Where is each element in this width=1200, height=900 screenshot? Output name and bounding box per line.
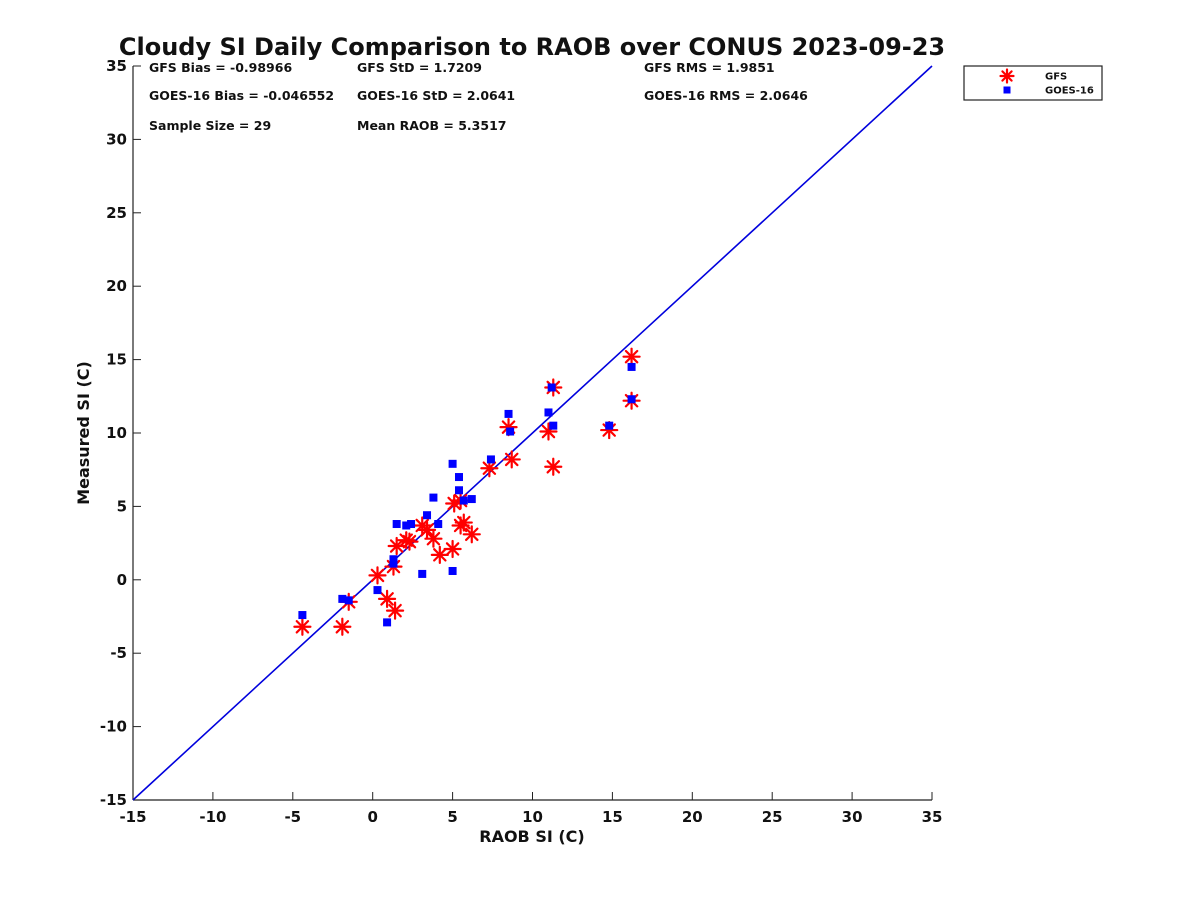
legend-box bbox=[963, 65, 1103, 101]
goes-16-point bbox=[402, 521, 411, 530]
gfs-point bbox=[544, 457, 563, 476]
y-tick-label: -15 bbox=[100, 791, 127, 809]
goes-16-point bbox=[627, 395, 636, 404]
x-tick-label: 30 bbox=[842, 808, 863, 826]
chart-title: Cloudy SI Daily Comparison to RAOB over … bbox=[119, 33, 945, 61]
gfs-point bbox=[385, 601, 405, 620]
data-points bbox=[293, 347, 641, 636]
goes-16-point bbox=[506, 427, 515, 436]
y-tick-label: 20 bbox=[106, 277, 127, 295]
y-tick-label: 5 bbox=[117, 497, 127, 515]
goes-16-point bbox=[448, 566, 457, 575]
goes-16-point bbox=[418, 569, 427, 578]
y-tick-label: 0 bbox=[117, 571, 127, 589]
gfs-point bbox=[424, 529, 443, 548]
goes-16-point bbox=[547, 383, 556, 392]
x-tick-label: -15 bbox=[119, 808, 146, 826]
goes-16-point bbox=[389, 555, 398, 564]
goes-16-point bbox=[486, 455, 495, 464]
goes-16-point bbox=[423, 511, 432, 520]
y-axis-label: Measured SI (C) bbox=[74, 361, 93, 505]
x-tick-label: -10 bbox=[199, 808, 226, 826]
stat-text: GFS StD = 1.7209 bbox=[357, 60, 482, 75]
goes-16-point bbox=[544, 408, 553, 417]
stat-text: GOES-16 StD = 2.0641 bbox=[357, 88, 515, 103]
goes-16-point bbox=[429, 493, 438, 502]
legend-goes-16-marker bbox=[1003, 86, 1011, 94]
x-tick-label: 0 bbox=[367, 808, 377, 826]
goes-16-point bbox=[467, 495, 476, 504]
goes-16-point bbox=[454, 486, 463, 495]
gfs-point bbox=[377, 589, 397, 608]
goes-16-point bbox=[373, 586, 382, 595]
x-tick-label: 15 bbox=[602, 808, 623, 826]
goes-16-point bbox=[454, 473, 463, 482]
gfs-point bbox=[293, 617, 312, 636]
stat-text: Sample Size = 29 bbox=[149, 118, 271, 133]
gfs-point bbox=[430, 545, 449, 564]
y-axis-ticks: -15 -10 -5 0 5 10 15 20 25 30 35 bbox=[100, 57, 141, 809]
x-tick-label: 25 bbox=[762, 808, 783, 826]
one-to-one-line bbox=[132, 65, 933, 801]
y-tick-label: 15 bbox=[106, 351, 127, 369]
goes-16-point bbox=[627, 362, 636, 371]
y-tick-label: -10 bbox=[100, 718, 127, 736]
stat-text: GOES-16 Bias = -0.046552 bbox=[149, 88, 334, 103]
y-tick-label: 30 bbox=[106, 130, 127, 148]
stat-text: GOES-16 RMS = 2.0646 bbox=[644, 88, 808, 103]
goes-16-point bbox=[448, 459, 457, 468]
y-tick-label: -5 bbox=[110, 644, 127, 662]
goes-16-point bbox=[298, 611, 307, 620]
gfs-point bbox=[502, 450, 521, 469]
reference-line-group bbox=[132, 65, 933, 801]
goes-16-point bbox=[549, 421, 558, 430]
legend-gfs-label: GFS bbox=[1045, 72, 1067, 83]
goes-16-point bbox=[434, 520, 443, 529]
x-tick-label: 5 bbox=[447, 808, 457, 826]
goes-16-point bbox=[383, 618, 392, 627]
y-tick-label: 10 bbox=[106, 424, 127, 442]
goes-16-point bbox=[407, 520, 416, 529]
x-axis-label: RAOB SI (C) bbox=[479, 827, 584, 846]
x-tick-label: 20 bbox=[682, 808, 703, 826]
goes-16-point bbox=[392, 520, 401, 529]
legend: GFS GOES-16 bbox=[963, 65, 1103, 101]
gfs-point bbox=[417, 520, 437, 539]
legend-gfs-marker bbox=[999, 68, 1015, 84]
goes-16-point bbox=[504, 409, 513, 418]
goes-16-point bbox=[459, 496, 468, 505]
goes-16-point bbox=[344, 596, 353, 605]
goes-16-point bbox=[338, 594, 347, 603]
legend-goes-16-label: GOES-16 bbox=[1045, 86, 1094, 97]
goes-16-point bbox=[605, 421, 614, 430]
stat-text: GFS Bias = -0.98966 bbox=[149, 60, 292, 75]
stat-text: GFS RMS = 1.9851 bbox=[644, 60, 775, 75]
x-axis-ticks: -15 -10 -5 0 5 10 15 20 25 30 35 bbox=[119, 792, 942, 826]
gfs-point bbox=[454, 513, 473, 532]
x-tick-label: 35 bbox=[922, 808, 943, 826]
statistics-block: GFS Bias = -0.98966 GFS StD = 1.7209 GFS R… bbox=[149, 60, 808, 133]
gfs-point bbox=[333, 617, 352, 636]
x-tick-label: -5 bbox=[284, 808, 301, 826]
stat-text: Mean RAOB = 5.3517 bbox=[357, 118, 506, 133]
gfs-point bbox=[443, 539, 462, 559]
gfs-point bbox=[400, 532, 419, 551]
gfs-point bbox=[480, 459, 499, 478]
y-tick-label: 25 bbox=[106, 204, 127, 222]
goes-16-point bbox=[389, 559, 398, 568]
y-tick-label: 35 bbox=[106, 57, 127, 75]
gfs-point bbox=[368, 566, 387, 585]
x-tick-label: 10 bbox=[522, 808, 543, 826]
gfs-point bbox=[462, 525, 481, 544]
gfs-point bbox=[622, 347, 641, 366]
gfs-point bbox=[387, 536, 406, 556]
